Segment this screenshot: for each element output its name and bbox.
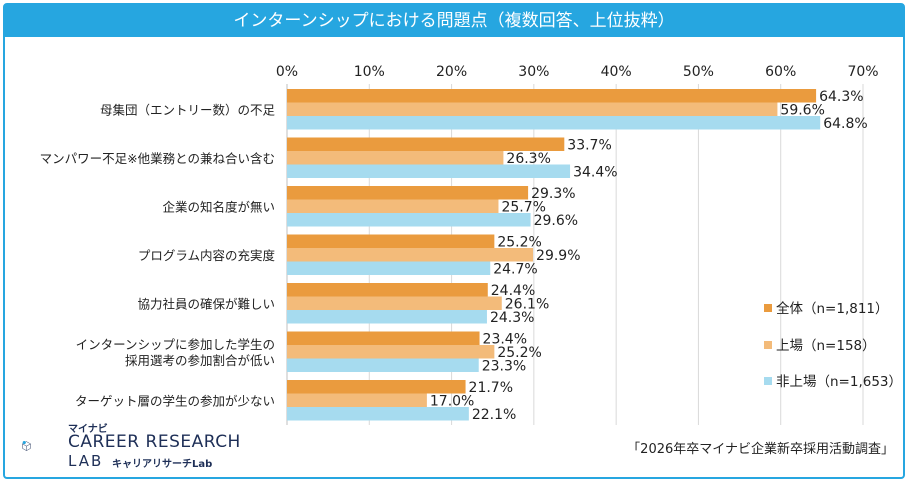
bar	[287, 116, 821, 130]
source-note: 「2026年卒マイナビ企業新卒採用活動調査」	[627, 442, 894, 457]
data-label: 29.9%	[536, 248, 580, 264]
x-tick-label: 50%	[683, 64, 714, 80]
legend-swatch	[764, 377, 772, 385]
bar	[287, 310, 487, 324]
legend-swatch	[764, 341, 772, 349]
data-label: 23.3%	[482, 359, 526, 375]
category-label: マンパワー不足※他業務との兼ね合い含む	[40, 151, 275, 166]
bar	[287, 380, 466, 394]
bar	[287, 248, 534, 262]
data-label: 29.3%	[531, 186, 575, 202]
bar	[287, 261, 491, 275]
bar	[287, 358, 479, 372]
data-label: 23.4%	[483, 332, 527, 348]
data-label: 24.3%	[490, 310, 534, 326]
bar	[287, 345, 495, 359]
bar	[287, 199, 499, 213]
legend-entry: 上場（n=158）	[776, 338, 876, 354]
data-label: 17.0%	[430, 394, 474, 410]
bar	[287, 296, 502, 310]
x-tick-label: 30%	[518, 64, 549, 80]
bar	[287, 331, 480, 345]
data-label: 29.6%	[534, 213, 578, 229]
category-label: インターンシップに参加した学生の	[76, 337, 275, 352]
category-label: 母集団（エントリー数）の不足	[100, 102, 276, 117]
chart-title: インターンシップにおける問題点（複数回答、上位抜粋）	[5, 5, 903, 37]
bar	[287, 213, 531, 227]
logo-brand-main: CAREER RESEARCH	[68, 432, 241, 452]
x-tick-label: 20%	[436, 64, 467, 80]
data-label: 25.7%	[501, 200, 545, 216]
bar	[287, 393, 427, 407]
bar	[287, 137, 565, 151]
data-label: 64.3%	[819, 89, 863, 105]
data-label: 59.6%	[780, 103, 824, 119]
category-label: 企業の知名度が無い	[162, 199, 275, 214]
bar	[287, 283, 488, 297]
category-label: 採用選考の参加割合が低い	[125, 353, 275, 368]
data-label: 25.2%	[497, 235, 541, 251]
data-label: 25.2%	[497, 345, 541, 361]
data-label: 21.7%	[469, 380, 513, 396]
bar	[287, 186, 529, 200]
data-label: 34.4%	[573, 165, 617, 181]
bar	[287, 164, 571, 178]
logo-brand-lab: LAB	[68, 452, 104, 470]
legend-entry: 全体（n=1,811）	[776, 300, 889, 317]
data-label: 33.7%	[567, 138, 611, 154]
x-tick-label: 60%	[765, 64, 796, 80]
data-label: 64.8%	[823, 116, 867, 132]
bar	[287, 102, 778, 116]
logo-brand-sub: キャリアリサーチLab	[112, 459, 213, 470]
data-label: 24.4%	[491, 283, 535, 299]
x-tick-label: 10%	[354, 64, 385, 80]
data-label: 22.1%	[472, 407, 516, 423]
legend-entry: 非上場（n=1,653）	[776, 374, 902, 390]
bar	[287, 89, 817, 103]
x-tick-label: 70%	[847, 64, 878, 80]
data-label: 24.7%	[493, 262, 537, 278]
category-label: 協力社員の確保が難しい	[137, 296, 275, 311]
bar	[287, 151, 504, 165]
legend-swatch	[764, 304, 772, 312]
category-label: プログラム内容の充実度	[138, 248, 276, 263]
x-tick-label: 40%	[601, 64, 632, 80]
data-label: 26.3%	[506, 151, 550, 167]
x-tick-label: 0%	[276, 64, 298, 80]
category-label: ターゲット層の学生の参加が少ない	[75, 393, 275, 408]
logo-brand-small: マイナビ	[68, 424, 108, 435]
bar	[287, 234, 495, 248]
bar	[287, 407, 469, 421]
career-research-lab-logo-icon	[22, 440, 31, 451]
data-label: 26.1%	[505, 297, 549, 313]
